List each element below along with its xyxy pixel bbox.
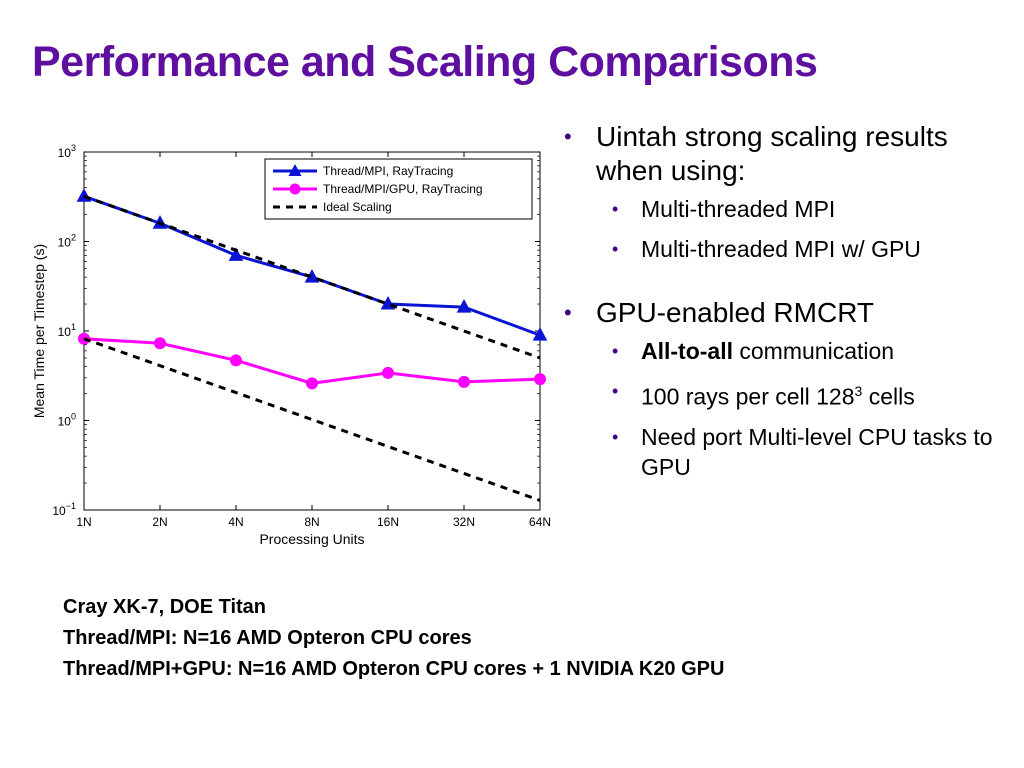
sub-bullet-item: • Multi-threaded MPI [556,194,1006,224]
note-line: Thread/MPI: N=16 AMD Opteron CPU cores [63,627,472,649]
x-tick-label: 4N [228,515,243,529]
legend-label: Ideal Scaling [323,200,392,214]
bullet-dot-icon: • [612,426,619,447]
y-tick-label: 10−1 [52,501,76,518]
legend-triangle-icon [288,164,302,176]
legend-label: Thread/MPI, RayTracing [323,164,453,178]
bullet-dot-icon: • [564,300,572,325]
data-point-circle [154,337,166,350]
data-point-circle [534,373,546,386]
x-tick-label: 2N [152,515,167,529]
data-point-circle [306,377,318,390]
sub-bullet-item: • All-to-all communication [556,336,1006,366]
bullet-item: • Uintah strong scaling results when usin… [556,120,1006,188]
tick-layer: 103 102 101 100 10−11N 2N 4N 8N 16N 32N 64N [52,143,551,529]
legend-circle-icon [289,183,301,195]
data-point-triangle [228,247,244,261]
legend: Thread/MPI, RayTracing Thread/MPI/GPU, Ra… [264,158,533,220]
x-tick-label: 32N [453,515,475,529]
scaling-chart: 103 102 101 100 10−11N 2N 4N 8N 16N 32N 64N Thread… [31,143,551,547]
system-notes: Cray XK-7, DOE Titan Thread/MPI: N=16 AM… [63,592,724,685]
legend-label: Thread/MPI/GPU, RayTracing [323,182,483,196]
y-tick-label: 102 [58,233,76,250]
y-tick-label: 100 [58,412,76,429]
sub-bullet-item: • Need port Multi-level CPU tasks to GPU [556,422,1006,482]
sub-bullet-item: • 100 rays per cell 1283 cells [556,376,1006,412]
bullet-list: • Uintah strong scaling results when usin… [556,120,1006,492]
data-point-triangle [456,299,472,313]
data-point-circle [230,354,242,367]
superscript: 3 [854,383,863,399]
series-line [83,194,541,360]
sub-bullet-text: Need port Multi-level CPU tasks to GPU [641,423,993,480]
sub-bullet-text: Multi-threaded MPI [641,196,836,222]
x-tick-label: 8N [304,515,319,529]
y-axis-label: Mean Time per Timestep (s) [31,244,47,418]
sub-bullet-item: • Multi-threaded MPI w/ GPU [556,234,1006,264]
note-line: Cray XK-7, DOE Titan [63,596,267,618]
bullet-dot-icon: • [612,199,619,219]
y-tick-label: 103 [58,143,76,160]
data-point-triangle [532,327,548,341]
x-axis-label: Processing Units [259,531,364,547]
data-point-circle [382,366,394,379]
bullet-item: • GPU-enabled RMCRT [556,296,1006,330]
sub-bullet-text: Multi-threaded MPI w/ GPU [641,236,921,262]
data-point-circle [458,375,470,388]
sub-bullet-text: cells [862,383,915,410]
note-line: Thread/MPI+GPU: N=16 AMD Opteron CPU cor… [63,658,725,680]
bullet-text: GPU-enabled RMCRT [596,297,875,328]
x-tick-label: 64N [529,515,551,529]
bullet-dot-icon: • [612,341,619,361]
slide-title: Performance and Scaling Comparisons [32,38,818,86]
sub-bullet-bold-text: All-to-all [641,338,733,364]
bullet-dot-icon: • [612,239,619,259]
x-tick-label: 1N [76,515,91,529]
bullet-dot-icon: • [612,381,619,401]
sub-bullet-text: 100 rays per cell 128 [641,383,855,410]
x-tick-label: 16N [377,515,399,529]
series-line [83,337,541,502]
sub-bullet-text: communication [733,338,895,364]
y-tick-label: 101 [58,322,76,339]
bullet-dot-icon: • [564,124,572,149]
series-layer [76,188,548,502]
bullet-text: Uintah strong scaling results when using… [596,121,948,186]
